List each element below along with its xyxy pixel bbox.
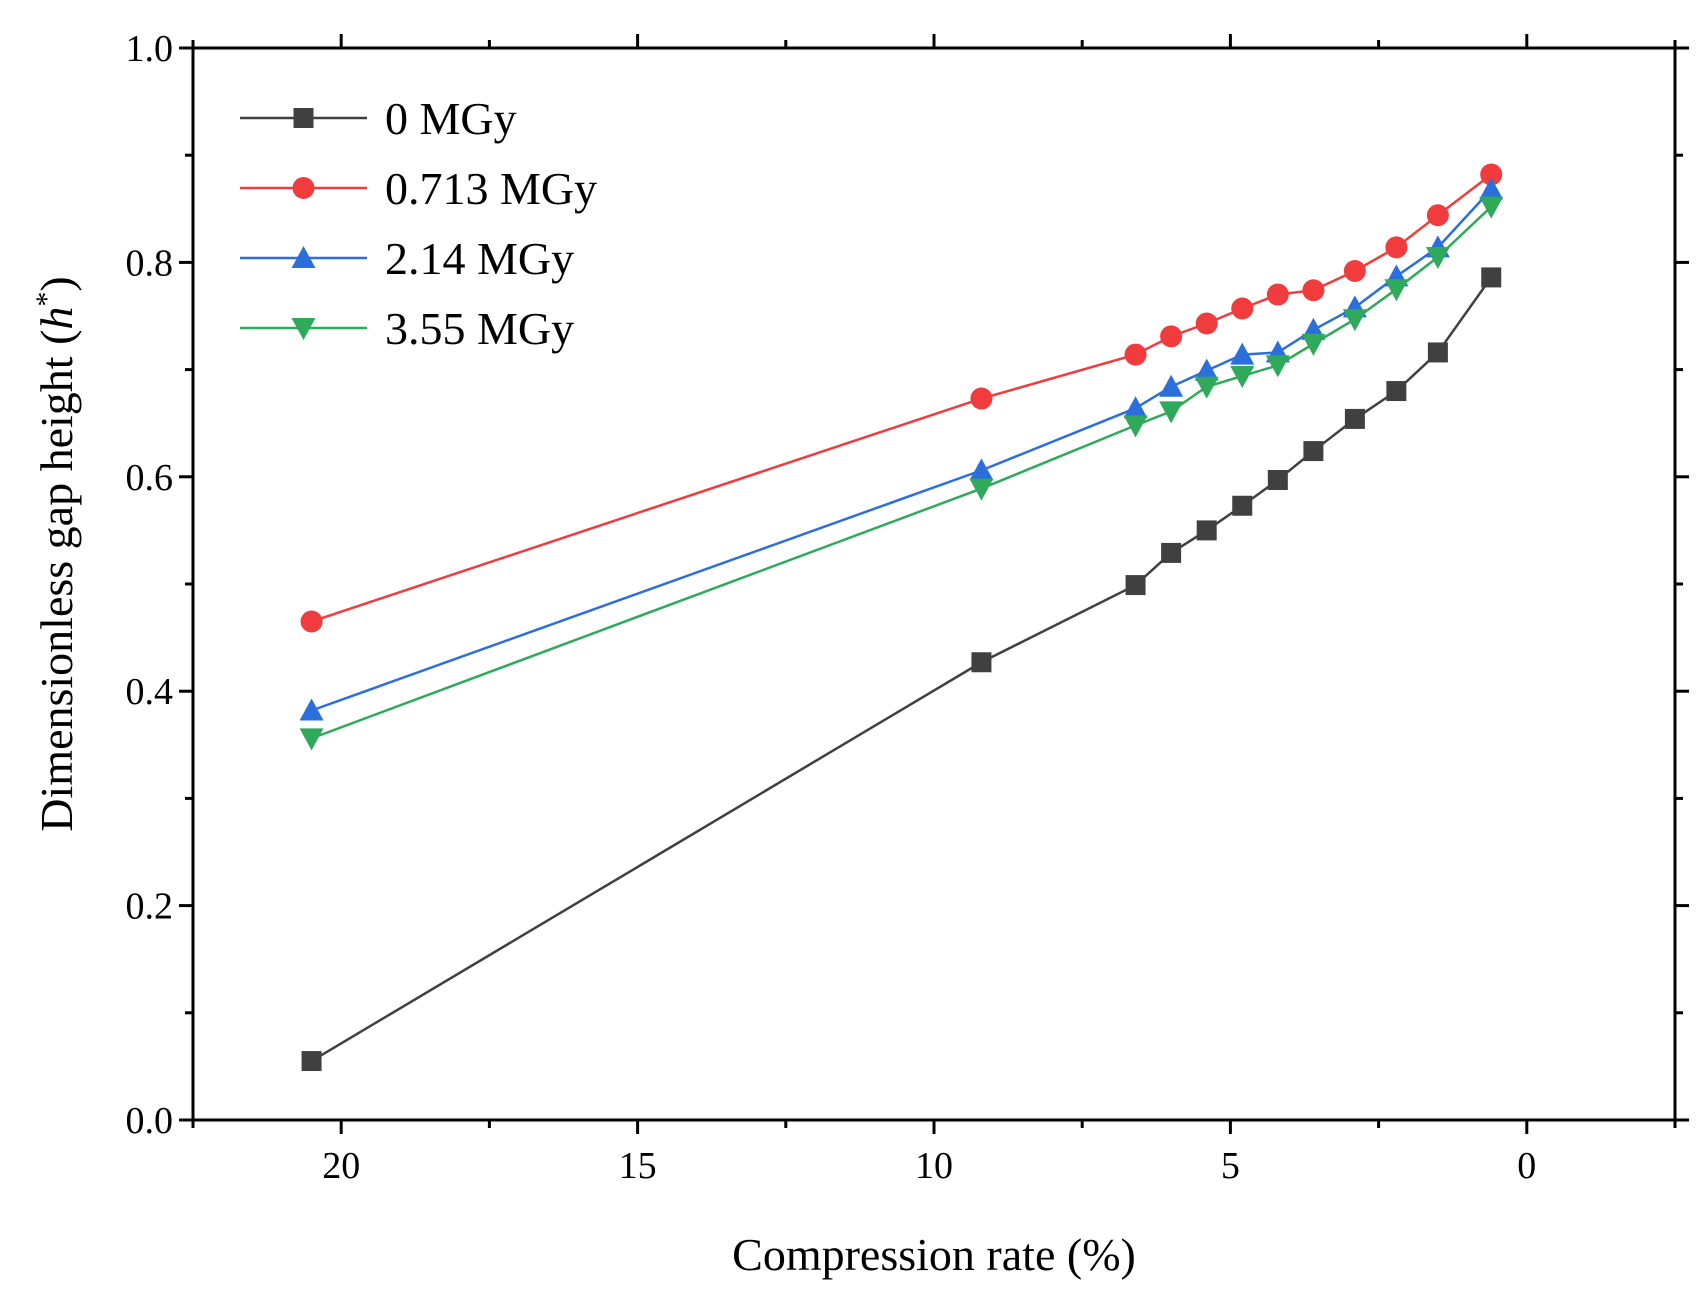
y-tick-label: 0.0 [126, 1100, 174, 1142]
legend-marker [291, 246, 316, 268]
data-point [1479, 177, 1504, 200]
y-axis-title-symbol: h [31, 307, 82, 330]
data-point [1342, 309, 1367, 332]
data-point [1160, 325, 1183, 348]
legend-marker [291, 318, 316, 340]
data-point [1123, 415, 1148, 438]
data-point [970, 387, 993, 410]
data-point [1425, 247, 1450, 270]
data-point [1266, 283, 1289, 306]
series-0_713-MGy [300, 163, 1503, 633]
data-point [1301, 333, 1326, 356]
data-point [1159, 374, 1184, 397]
legend-item: 0 MGy [240, 93, 517, 144]
legend-item: 3.55 MGy [240, 303, 574, 354]
series-3_55-MGy [299, 196, 1504, 751]
legend-marker [292, 177, 315, 199]
data-point [1196, 520, 1217, 541]
data-point [969, 478, 994, 501]
data-point [1124, 343, 1147, 366]
x-axis-title: Compression rate (%) [732, 1229, 1136, 1280]
data-point [1480, 163, 1503, 186]
data-point [1231, 297, 1254, 320]
data-point [1344, 408, 1365, 429]
x-tick-label: 20 [322, 1145, 360, 1187]
series-0-MGy [301, 267, 1502, 1072]
data-point [1123, 396, 1148, 419]
data-point [1481, 267, 1502, 288]
data-point [1384, 279, 1409, 302]
data-point [1303, 441, 1324, 462]
data-point [1479, 196, 1504, 219]
data-point [1194, 376, 1219, 399]
legend-label: 3.55 MGy [385, 303, 574, 354]
data-point [1426, 204, 1449, 227]
x-tick-label: 5 [1221, 1145, 1240, 1187]
legend-item: 0.713 MGy [240, 163, 597, 214]
y-tick-label: 0.4 [126, 671, 174, 713]
data-point [1265, 355, 1290, 378]
series-line [311, 188, 1493, 712]
data-point [299, 728, 324, 751]
data-point [969, 458, 994, 481]
data-point [1385, 236, 1408, 259]
data-point [1386, 381, 1407, 402]
x-tick-label: 10 [915, 1145, 953, 1187]
data-point [1195, 312, 1218, 335]
data-point [1230, 342, 1255, 365]
data-point [299, 698, 324, 721]
data-point [1159, 401, 1184, 424]
axis-ticks-layer: 20 15 10 5 0 0.0 0.2 0.4 0.6 0.8 1.0 [126, 28, 1689, 1187]
y-axis-title-sup: * [30, 292, 63, 307]
data-point [1343, 259, 1366, 282]
x-tick-label: 15 [619, 1145, 657, 1187]
legend-item: 2.14 MGy [240, 233, 574, 284]
data-point [1125, 575, 1146, 596]
series-layer [299, 163, 1504, 1072]
y-axis-title-close: ) [31, 276, 82, 291]
data-point [1302, 279, 1325, 302]
data-point [1161, 542, 1182, 563]
y-axis-title-main: Dimensionless gap height ( [31, 330, 82, 832]
y-tick-label: 1.0 [126, 28, 174, 70]
y-axis-title: Dimensionless gap height (h*) [30, 276, 83, 831]
y-tick-label: 0.8 [126, 242, 174, 284]
data-point [1194, 358, 1219, 381]
data-point [1232, 495, 1253, 516]
data-point [301, 1051, 322, 1072]
legend-layer: 0 MGy 0.713 MGy 2.14 MGy 3.55 MGy [240, 93, 597, 354]
legend-label: 0 MGy [385, 93, 517, 144]
x-tick-label: 0 [1517, 1145, 1536, 1187]
legend-label: 2.14 MGy [385, 233, 574, 284]
y-tick-label: 0.2 [126, 886, 174, 928]
data-point [300, 610, 323, 633]
data-point [1427, 342, 1448, 363]
series-line [310, 276, 1493, 1063]
y-tick-label: 0.6 [126, 457, 174, 499]
data-point [1230, 366, 1255, 389]
legend-marker [293, 108, 314, 128]
legend-label: 0.713 MGy [385, 163, 597, 214]
data-point [1267, 470, 1288, 491]
data-point [971, 652, 992, 673]
